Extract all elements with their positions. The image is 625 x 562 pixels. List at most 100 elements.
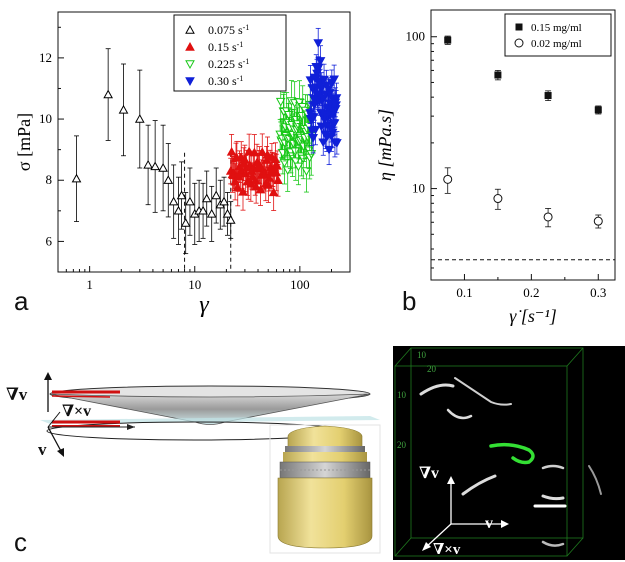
y-tick-label: 100 bbox=[406, 29, 426, 44]
data-point bbox=[201, 193, 212, 203]
data-point bbox=[173, 205, 184, 215]
data-point bbox=[225, 214, 236, 224]
y-tick-label: 10 bbox=[39, 111, 52, 126]
grad-v-label: ∇v bbox=[6, 385, 28, 404]
data-point bbox=[310, 125, 321, 135]
data-point bbox=[168, 196, 179, 206]
x-tick-label: 100 bbox=[290, 277, 310, 292]
data-point bbox=[283, 111, 294, 120]
data-point bbox=[294, 98, 305, 108]
data-point bbox=[279, 158, 290, 168]
data-point bbox=[308, 134, 318, 143]
legend-label: 0.075 s-1 bbox=[208, 23, 249, 38]
panel-letter-b: b bbox=[402, 286, 417, 316]
data-point bbox=[251, 181, 261, 191]
legend-marker bbox=[185, 24, 195, 34]
data-point bbox=[594, 106, 602, 114]
cone-plate bbox=[49, 385, 371, 425]
legend-exponent: -1 bbox=[237, 40, 244, 49]
legend-label: 0.30 s-1 bbox=[208, 74, 243, 89]
y-axis-label: σ [mPa] bbox=[14, 113, 34, 171]
data-point bbox=[71, 173, 82, 183]
data-point bbox=[134, 114, 145, 123]
micro-curl-v-label: ∇×v bbox=[433, 542, 461, 558]
data-point bbox=[103, 89, 113, 99]
data-point bbox=[494, 71, 502, 79]
data-point bbox=[544, 92, 552, 100]
x-tick-label: 0.1 bbox=[456, 285, 472, 300]
x-tick-label: 10 bbox=[188, 277, 201, 292]
y-tick-label: 6 bbox=[46, 233, 53, 248]
confocal-micrograph: 10 20 10 20 ∇v v ∇×v bbox=[393, 346, 625, 560]
shear-cell-schematic: ∇v ∇×v v bbox=[6, 372, 381, 554]
data-point bbox=[143, 159, 153, 169]
data-point bbox=[230, 176, 240, 186]
legend-exponent: -1 bbox=[237, 74, 244, 83]
legend-marker bbox=[514, 38, 524, 48]
panel-letter-c: c bbox=[14, 527, 27, 557]
data-point bbox=[444, 36, 452, 44]
v-label: v bbox=[38, 440, 47, 459]
data-point bbox=[331, 94, 342, 103]
scale-label-side-1: 10 bbox=[397, 390, 407, 400]
y-axis-label: η [mPa.s] bbox=[375, 109, 395, 181]
legend-marker bbox=[185, 41, 195, 51]
curl-v-label: ∇×v bbox=[62, 403, 91, 420]
scale-label-top-2: 20 bbox=[427, 364, 437, 374]
microscope-objective bbox=[269, 424, 381, 554]
legend-label: 0.02 mg/ml bbox=[531, 38, 582, 50]
data-point bbox=[262, 149, 273, 159]
legend-exponent: -1 bbox=[243, 57, 250, 66]
plot-frame bbox=[430, 9, 616, 281]
coordinate-axes bbox=[44, 372, 64, 457]
data-point bbox=[118, 104, 129, 114]
flow-arrows bbox=[48, 390, 135, 430]
data-point bbox=[150, 161, 160, 171]
data-point bbox=[185, 196, 195, 206]
data-point bbox=[211, 190, 222, 200]
series-1 bbox=[225, 133, 283, 211]
x-axis-label: γ̇ [s⁻¹] bbox=[509, 306, 557, 326]
legend-label: 0.15 s-1 bbox=[208, 40, 243, 55]
series-1 bbox=[443, 167, 603, 229]
data-point bbox=[206, 208, 217, 218]
viscosity-vs-shear-rate-chart: 0.1 0.2 0.3 10 100 γ̇ [s⁻¹] η [mPa.s] 0.15 mg/m… bbox=[375, 9, 616, 326]
data-point bbox=[443, 174, 453, 184]
legend-label: 0.225 s-1 bbox=[208, 57, 249, 72]
legend-marker bbox=[185, 77, 195, 87]
y-tick-label: 10 bbox=[412, 181, 425, 196]
data-point bbox=[290, 147, 301, 157]
data-point bbox=[301, 167, 312, 176]
y-tick-label: 8 bbox=[46, 172, 53, 187]
data-point bbox=[329, 119, 340, 129]
data-point bbox=[543, 212, 553, 222]
data-point bbox=[329, 75, 339, 85]
legend: 0.15 mg/ml 0.02 mg/ml bbox=[504, 13, 612, 57]
data-point bbox=[249, 147, 260, 157]
x-axis-label: γ bbox=[199, 292, 209, 318]
data-point bbox=[226, 146, 237, 156]
series-0 bbox=[71, 48, 236, 255]
legend-marker bbox=[185, 60, 195, 70]
x-tick-label: 0.2 bbox=[523, 285, 539, 300]
data-point bbox=[272, 160, 283, 170]
bounding-box-grid bbox=[394, 347, 584, 557]
micro-grad-v-label: ∇v bbox=[419, 465, 439, 482]
micrograph-axes bbox=[422, 476, 509, 551]
filament-fibers bbox=[419, 377, 602, 547]
data-point bbox=[219, 196, 229, 206]
legend: 0.075 s-1 0.15 s-1 0.225 s-1 0.30 s-1 bbox=[173, 14, 287, 92]
data-point bbox=[176, 190, 187, 200]
data-point bbox=[275, 97, 286, 107]
data-point bbox=[180, 218, 191, 227]
data-point bbox=[273, 175, 283, 184]
panel-letter-a: a bbox=[14, 286, 29, 316]
data-point bbox=[293, 162, 304, 172]
data-point bbox=[290, 157, 301, 167]
data-point bbox=[198, 205, 208, 215]
micro-v-label: v bbox=[485, 515, 493, 532]
legend-exponent: -1 bbox=[243, 23, 250, 32]
data-point bbox=[163, 175, 174, 184]
legend-box bbox=[504, 13, 612, 57]
series-0 bbox=[444, 35, 602, 115]
